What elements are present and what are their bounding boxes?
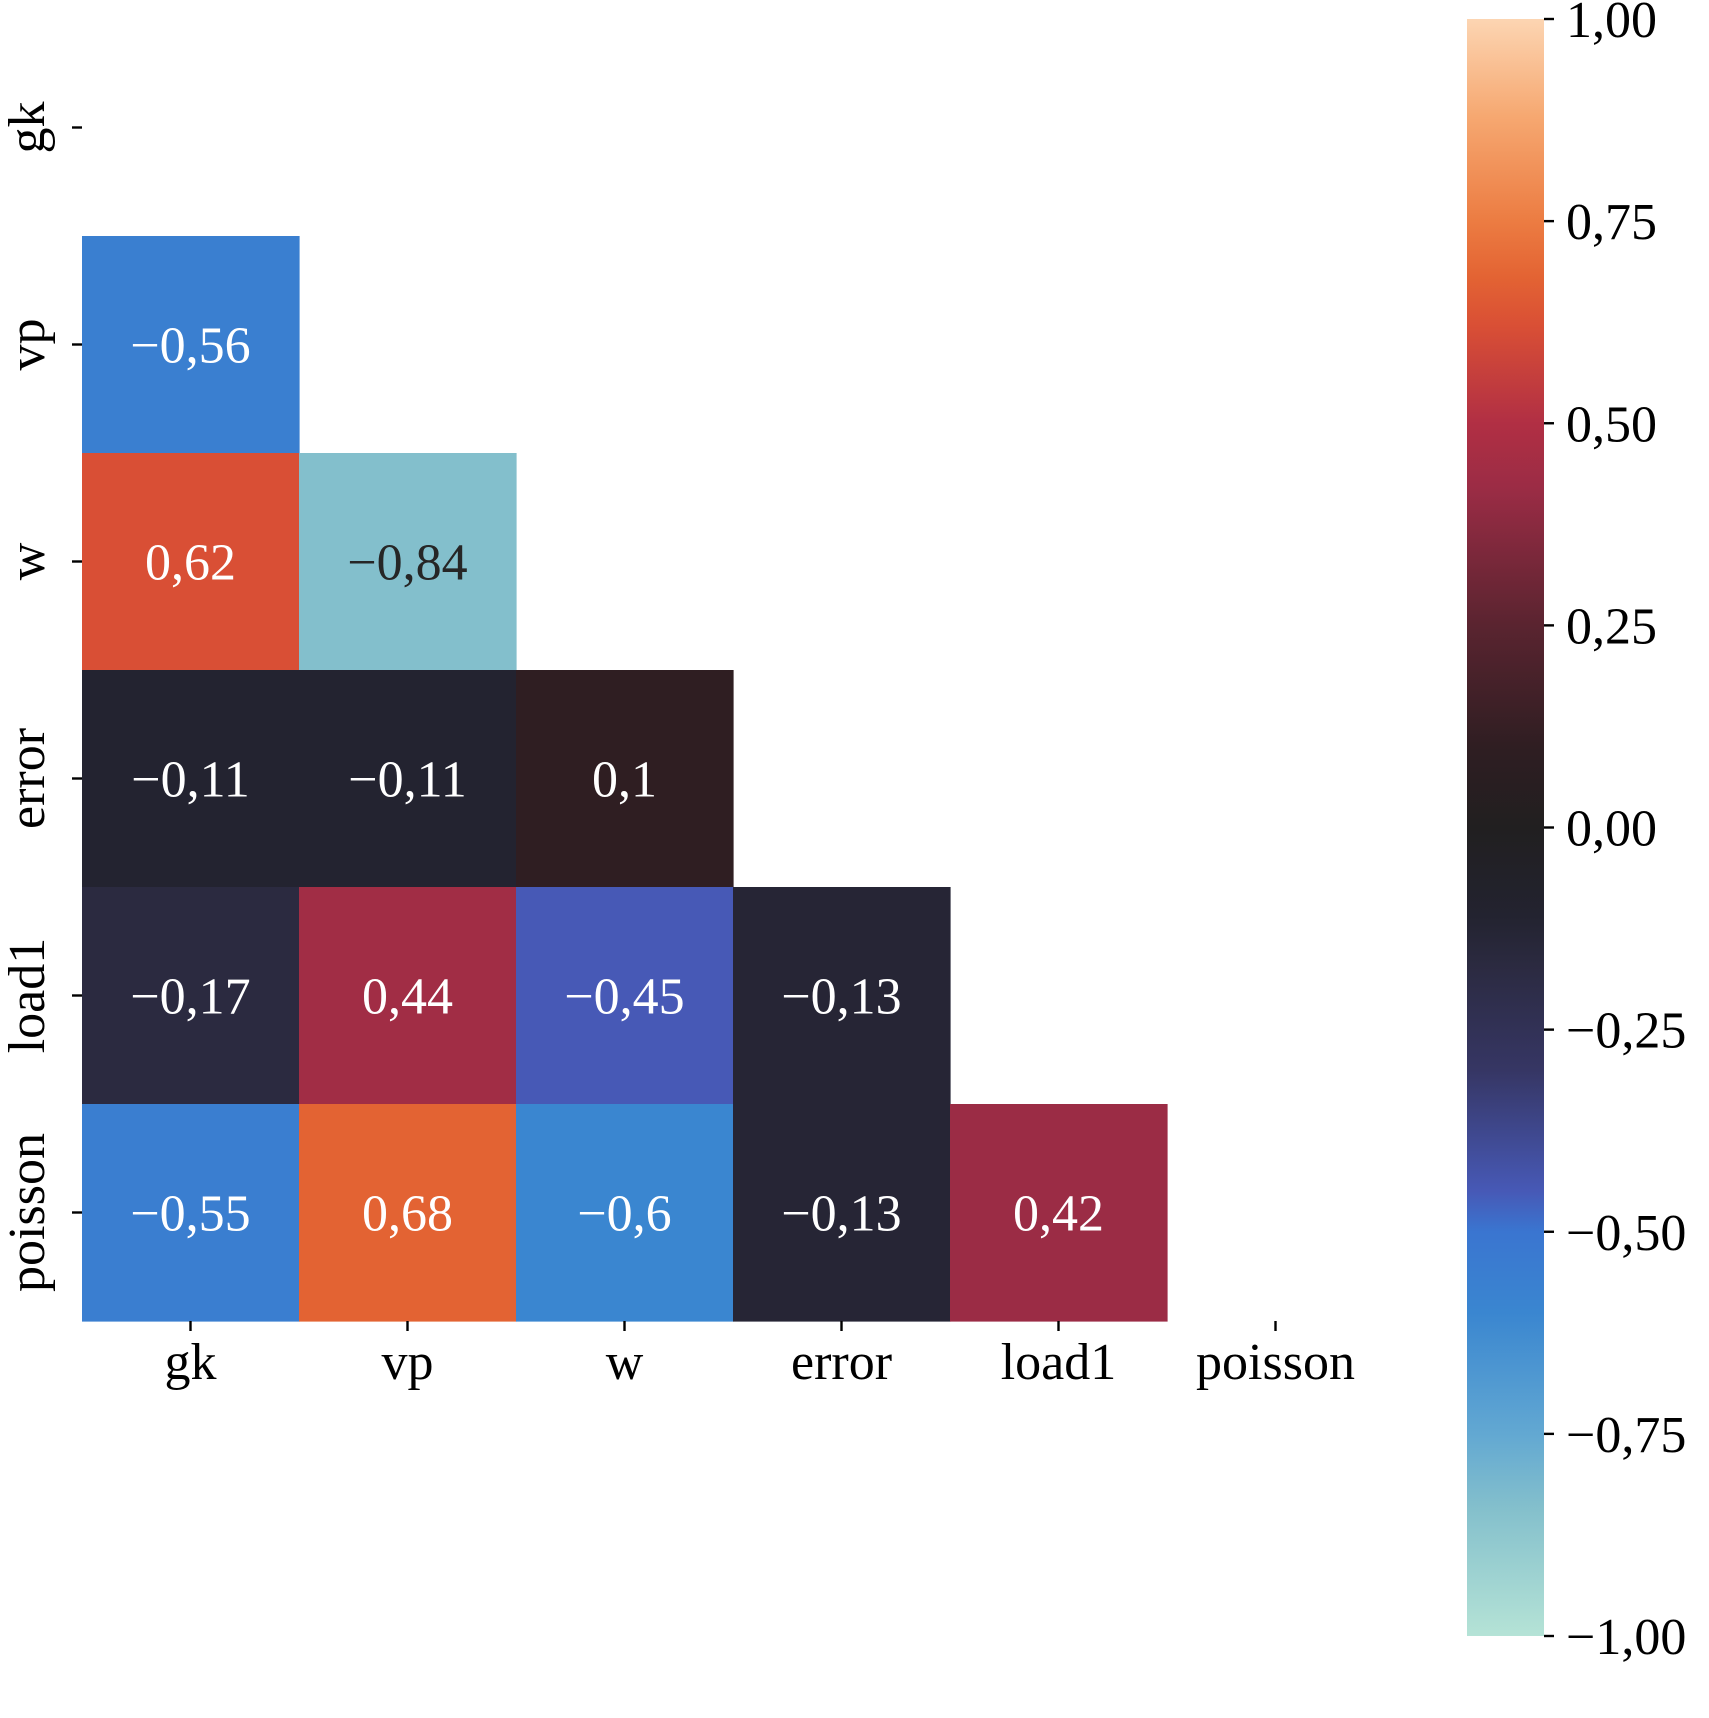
heatmap-cell-poisson-vp xyxy=(299,1104,517,1322)
colorbar-tick-label: 0,50 xyxy=(1566,396,1657,453)
heatmap-cell-load1-vp xyxy=(299,887,517,1105)
heatmap-cells xyxy=(82,236,1168,1322)
colorbar-tick-label: 0,25 xyxy=(1566,598,1657,655)
x-tick-label-load1: load1 xyxy=(1001,1334,1117,1391)
cell-label-vp-gk: −0,56 xyxy=(130,318,250,375)
colorbar-tick-label: 0,00 xyxy=(1566,801,1657,858)
colorbar-tick-label: 0,75 xyxy=(1566,194,1657,251)
cell-label-error-gk: −0,11 xyxy=(131,752,249,809)
heatmap-cell-vp-gk xyxy=(82,236,300,454)
heatmap-cell-w-vp xyxy=(299,453,517,671)
x-tick-label-poisson: poisson xyxy=(1196,1334,1355,1391)
heatmap-cell-load1-gk xyxy=(82,887,300,1105)
cell-label-poisson-error: −0,13 xyxy=(781,1186,901,1243)
heatmap-cell-poisson-gk xyxy=(82,1104,300,1322)
cell-label-load1-vp: 0,44 xyxy=(362,969,453,1026)
colorbar-tick-label: −0,25 xyxy=(1566,1003,1686,1060)
colorbar-tick-label: −0,75 xyxy=(1566,1407,1686,1464)
heatmap-cell-error-gk xyxy=(82,670,300,888)
cell-label-poisson-w: −0,6 xyxy=(577,1186,671,1243)
y-tick-label-gk: gk xyxy=(0,102,56,154)
x-tick-label-vp: vp xyxy=(382,1334,434,1391)
heatmap-cell-error-w xyxy=(516,670,734,888)
heatmap-cell-poisson-error xyxy=(733,1104,951,1322)
cell-label-load1-error: −0,13 xyxy=(781,969,901,1026)
colorbar-tick-label: −1,00 xyxy=(1566,1609,1686,1666)
heatmap-cell-load1-w xyxy=(516,887,734,1105)
heatmap-cell-poisson-load1 xyxy=(950,1104,1168,1322)
y-tick-label-load1: load1 xyxy=(0,938,56,1054)
cell-label-w-vp: −0,84 xyxy=(347,535,467,592)
colorbar-gradient xyxy=(1467,19,1544,1636)
heatmap-cell-error-vp xyxy=(299,670,517,888)
y-tick-label-error: error xyxy=(0,728,56,829)
x-tick-label-w: w xyxy=(606,1334,644,1391)
cell-label-error-vp: −0,11 xyxy=(348,752,466,809)
y-axis: gk vp w error load1 poisson xyxy=(0,102,82,1292)
colorbar: 1,00 0,75 0,50 0,25 0,00 −0,25 −0,50 −0,75 −1,00 xyxy=(1467,0,1686,1666)
cell-label-error-w: 0,1 xyxy=(592,752,657,809)
colorbar-tick-label: 1,00 xyxy=(1566,0,1657,49)
y-tick-label-vp: vp xyxy=(0,319,56,371)
cell-label-poisson-load1: 0,42 xyxy=(1013,1186,1104,1243)
cell-label-w-gk: 0,62 xyxy=(145,535,236,592)
heatmap-cell-poisson-w xyxy=(516,1104,734,1322)
x-axis: gk vp w error load1 poisson xyxy=(165,1321,1355,1391)
y-tick-label-poisson: poisson xyxy=(0,1133,56,1292)
y-tick-label-w: w xyxy=(0,542,56,580)
colorbar-tick-label: −0,50 xyxy=(1566,1205,1686,1262)
x-tick-label-gk: gk xyxy=(165,1334,217,1391)
cell-label-poisson-gk: −0,55 xyxy=(130,1186,250,1243)
cell-label-poisson-vp: 0,68 xyxy=(362,1186,453,1243)
heatmap-cell-load1-error xyxy=(733,887,951,1105)
x-tick-label-error: error xyxy=(791,1334,892,1391)
cell-label-load1-w: −0,45 xyxy=(564,969,684,1026)
heatmap-cell-w-gk xyxy=(82,453,300,671)
cell-label-load1-gk: −0,17 xyxy=(130,969,250,1026)
cell-value-labels: −0,56 0,62 −0,84 −0,11 −0,11 0,1 −0,17 0,44 −0,4… xyxy=(130,318,1104,1243)
